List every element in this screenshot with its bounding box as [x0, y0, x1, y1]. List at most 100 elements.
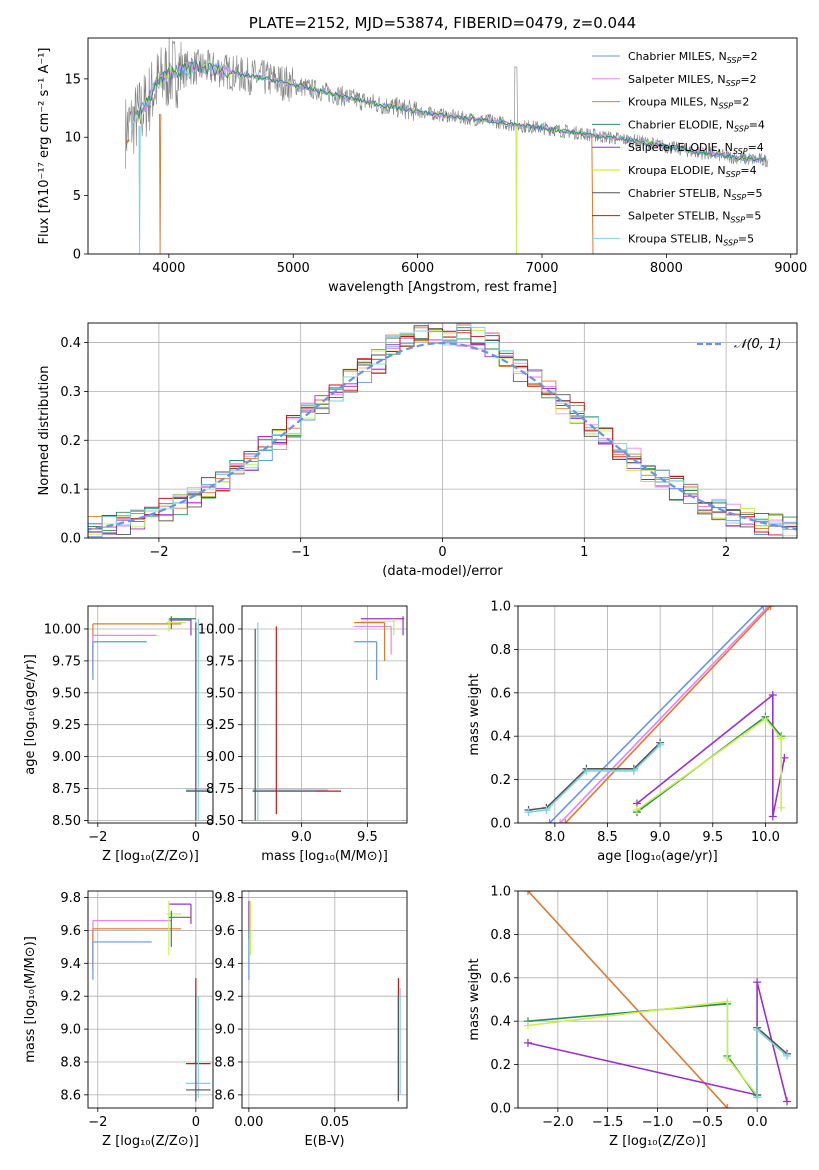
- weight-point: [542, 805, 551, 814]
- y-axis-label: Flux [fλ10⁻¹⁷ erg cm⁻² s⁻¹ A⁻¹]: [37, 48, 52, 245]
- x-axis-label: Z [log₁₀(Z/Z⊙)]: [102, 1134, 199, 1149]
- x-tick-label: 1: [580, 545, 588, 560]
- x-tick-label: 0: [192, 830, 200, 845]
- axes-frame: [87, 605, 214, 824]
- y-tick-label: 0.8: [490, 928, 511, 943]
- panel-age_vs_mass: 9.0 9.5 8.50 8.75 9.00 9.25 9.50 9.75 10.00 mass …: [198, 605, 408, 864]
- legend-entry: Salpeter STELIB, NSSP=5: [628, 210, 761, 225]
- plot-area: [518, 606, 797, 823]
- absorption-line: [159, 113, 162, 254]
- y-tick-label: 0.4: [60, 336, 81, 351]
- x-tick-label: 8000: [650, 261, 683, 276]
- y-tick-label: 9.8: [60, 891, 81, 906]
- axes-frame: [517, 890, 798, 1109]
- plot-area: [88, 891, 213, 1108]
- y-tick-label: 1.0: [490, 600, 511, 615]
- x-tick-label: 10.0: [751, 830, 780, 845]
- panel-mass_vs_Z: −2 0 8.6 8.8 9.0 9.2 9.4 9.6 9.8 Z [log₁₀(Z/Z⊙)] m…: [23, 890, 214, 1149]
- weight-point: [582, 766, 591, 775]
- y-tick-label: 9.8: [214, 891, 235, 906]
- legend-entry: Chabrier MILES, NSSP=2: [628, 50, 758, 65]
- weight-series: [636, 717, 783, 811]
- x-tick-label: 9.5: [702, 830, 723, 845]
- weight-point: [753, 978, 762, 987]
- plot-area: [125, 38, 769, 254]
- legend-entry: Salpeter MILES, NSSP=2: [628, 73, 757, 88]
- weight-point: [783, 1051, 792, 1060]
- x-tick-label: 0.00: [234, 1115, 263, 1130]
- y-axis-label: mass weight: [467, 673, 482, 755]
- axes-frame: [241, 890, 408, 1109]
- y-tick-label: 8.6: [214, 1088, 235, 1103]
- weight-point: [759, 606, 768, 610]
- weight-point: [777, 803, 786, 812]
- weight-point: [777, 734, 786, 743]
- plot-area: [242, 891, 407, 1108]
- weight-series: [527, 1000, 758, 1096]
- x-tick-label: −1.5: [592, 1115, 624, 1130]
- weight-point: [523, 1038, 532, 1047]
- model-spectrum: [135, 60, 767, 164]
- gaussian-curve: [88, 341, 797, 531]
- y-tick-label: 0.4: [490, 1015, 511, 1030]
- weight-point: [523, 1021, 532, 1030]
- residual-histogram: [88, 323, 797, 538]
- axes-frame: [87, 890, 214, 1109]
- plot-area: [242, 606, 407, 823]
- y-tick-label: 9.6: [60, 924, 81, 939]
- x-tick-label: −1.0: [642, 1115, 674, 1130]
- x-tick-label: −2: [88, 1115, 107, 1130]
- y-tick-label: 8.75: [52, 782, 81, 797]
- weight-point: [723, 997, 732, 1006]
- axes-frame: [517, 605, 798, 824]
- x-tick-label: 0: [192, 1115, 200, 1130]
- y-tick-label: 5: [73, 189, 81, 204]
- y-axis-label: age [log₁₀(age/yr)]: [23, 654, 38, 775]
- y-tick-label: 9.00: [206, 750, 235, 765]
- weight-point: [768, 812, 777, 821]
- panel-mass_vs_ebv: 0.00 0.05 8.6 8.8 9.0 9.2 9.4 9.6 9.8 E(B-V): [214, 890, 408, 1149]
- y-tick-label: 10.00: [198, 622, 235, 637]
- y-tick-label: 1.0: [490, 885, 511, 900]
- y-tick-label: 0.0: [490, 1102, 511, 1117]
- x-tick-label: 8.5: [597, 830, 618, 845]
- x-tick-label: 5000: [277, 261, 310, 276]
- y-tick-label: 0.0: [60, 532, 81, 547]
- y-tick-label: 9.75: [206, 654, 235, 669]
- y-tick-label: 8.8: [214, 1055, 235, 1070]
- y-tick-label: 15: [64, 72, 81, 87]
- y-tick-label: 0.1: [60, 483, 81, 498]
- chart-title: PLATE=2152, MJD=53874, FIBERID=0479, z=0…: [249, 14, 636, 32]
- x-axis-label: age [log₁₀(age/yr)]: [597, 849, 718, 864]
- weight-point: [629, 766, 638, 775]
- model-start: [125, 139, 130, 144]
- x-tick-label: −2: [88, 830, 107, 845]
- y-tick-label: 0.2: [60, 434, 81, 449]
- y-tick-label: 0: [73, 248, 81, 263]
- y-tick-label: 9.0: [60, 1023, 81, 1038]
- weight-series: [564, 606, 772, 823]
- weight-point: [656, 740, 665, 749]
- weight-series: [549, 606, 764, 823]
- weight-point: [723, 1104, 732, 1108]
- weight-point: [523, 891, 532, 895]
- x-axis-label: E(B-V): [304, 1134, 344, 1149]
- absorption-line: [138, 125, 141, 254]
- x-axis-label: (data-model)/error: [382, 564, 503, 579]
- weight-point: [783, 1097, 792, 1106]
- weight-point: [766, 606, 775, 610]
- y-tick-label: 8.8: [60, 1055, 81, 1070]
- legend-entry: Kroupa STELIB, NSSP=5: [628, 232, 754, 247]
- axes-frame: [87, 37, 798, 255]
- weight-point: [556, 819, 565, 823]
- x-tick-label: 4000: [152, 261, 185, 276]
- y-tick-label: 9.25: [52, 718, 81, 733]
- y-axis-label: mass [log₁₀(M/M⊙)]: [23, 936, 38, 1063]
- weight-point: [632, 805, 641, 814]
- y-tick-label: 9.2: [214, 990, 235, 1005]
- y-tick-label: 8.6: [60, 1088, 81, 1103]
- x-tick-label: 8.0: [545, 830, 566, 845]
- legend-entry: Kroupa MILES, NSSP=2: [628, 96, 749, 111]
- weight-point: [761, 714, 770, 723]
- y-tick-label: 0.6: [490, 971, 511, 986]
